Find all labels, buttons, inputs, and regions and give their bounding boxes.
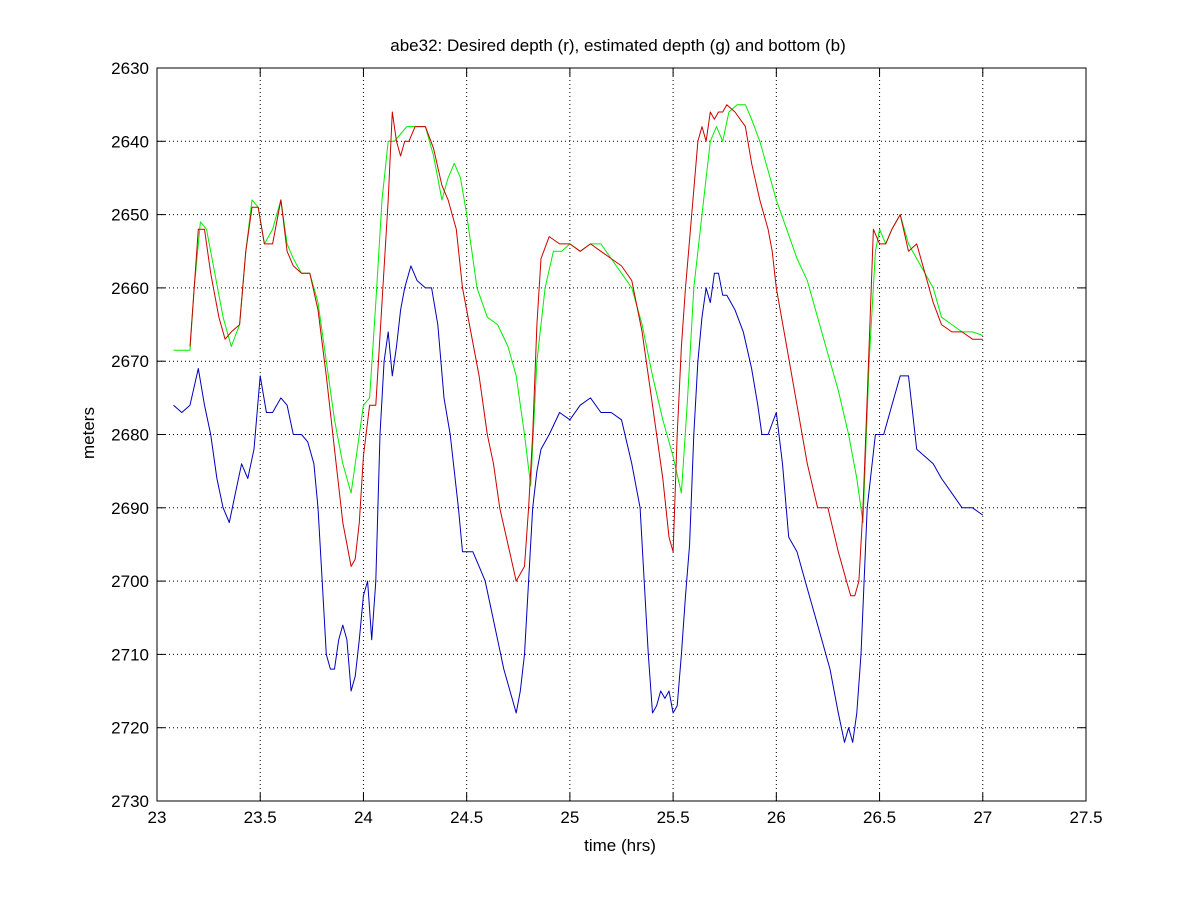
y-tick-label: 2670 — [111, 352, 149, 371]
y-tick-label: 2680 — [111, 426, 149, 445]
bottom-depth-line — [173, 265, 984, 743]
y-axis: 2630 2640 2650 2660 2670 2680 2690 2700 2710 2720… — [111, 59, 1086, 811]
desired-depth-line — [189, 104, 983, 597]
series-layer — [173, 104, 984, 743]
y-tick-label: 2700 — [111, 572, 149, 591]
x-tick-label: 27.5 — [1069, 808, 1102, 827]
y-tick-label: 2640 — [111, 132, 149, 151]
x-tick-label: 25 — [560, 808, 579, 827]
x-axis: 23 23.5 24 24.5 25 25.5 26 26.5 27 27.5 — [148, 68, 1103, 827]
y-axis-label: meters — [79, 407, 98, 459]
y-tick-label: 2650 — [111, 206, 149, 225]
x-tick-label: 27 — [973, 808, 992, 827]
y-tick-label: 2730 — [111, 792, 149, 811]
y-tick-label: 2660 — [111, 279, 149, 298]
y-tick-label: 2690 — [111, 499, 149, 518]
x-tick-label: 23 — [148, 808, 167, 827]
x-axis-label: time (hrs) — [584, 836, 656, 855]
y-tick-label: 2710 — [111, 645, 149, 664]
x-tick-label: 26 — [767, 808, 786, 827]
chart-title: abe32: Desired depth (r), estimated dept… — [390, 36, 845, 55]
grid — [157, 68, 1086, 801]
y-tick-label: 2630 — [111, 59, 149, 78]
x-tick-label: 23.5 — [244, 808, 277, 827]
x-tick-label: 26.5 — [863, 808, 896, 827]
x-tick-label: 24 — [354, 808, 373, 827]
estimated-depth-line — [173, 104, 983, 523]
x-tick-label: 24.5 — [450, 808, 483, 827]
y-tick-label: 2720 — [111, 719, 149, 738]
x-tick-label: 25.5 — [657, 808, 690, 827]
